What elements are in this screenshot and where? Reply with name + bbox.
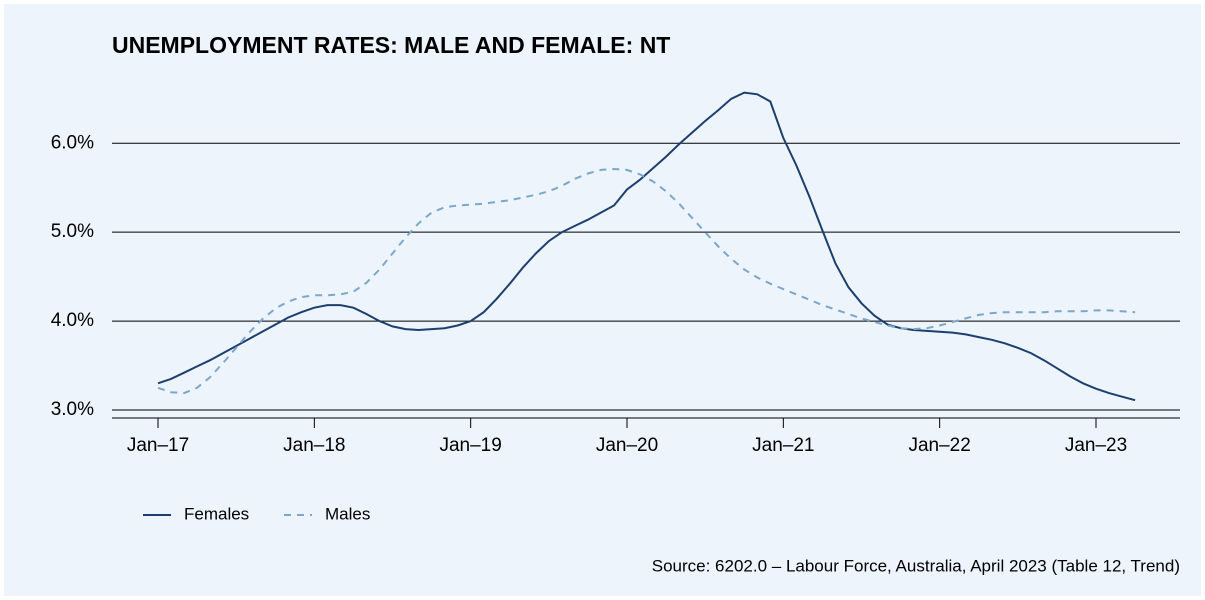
x-tick-label: Jan–18: [283, 435, 345, 456]
x-tick-label: Jan–19: [439, 435, 501, 456]
y-tick-label: 6.0%: [51, 132, 94, 153]
x-tick-label: Jan–21: [752, 435, 814, 456]
y-tick-label: 4.0%: [51, 310, 94, 331]
background: [4, 4, 1201, 596]
chart-title: UNEMPLOYMENT RATES: MALE AND FEMALE: NT: [112, 32, 670, 58]
source: Source: 6202.0 – Labour Force, Australia…: [652, 556, 1180, 575]
series-line: [157, 91, 1136, 402]
series-line: [157, 167, 1136, 395]
x-tick-label: Jan–20: [596, 435, 658, 456]
y-tick-label: 5.0%: [51, 221, 94, 242]
x-tick-label: Jan–23: [1065, 435, 1127, 456]
legend-label: Males: [325, 504, 370, 523]
y-tick-label: 3.0%: [51, 399, 94, 420]
x-tick-label: Jan–17: [127, 435, 189, 456]
legend-label: Females: [184, 504, 249, 523]
x-tick-label: Jan–22: [908, 435, 970, 456]
